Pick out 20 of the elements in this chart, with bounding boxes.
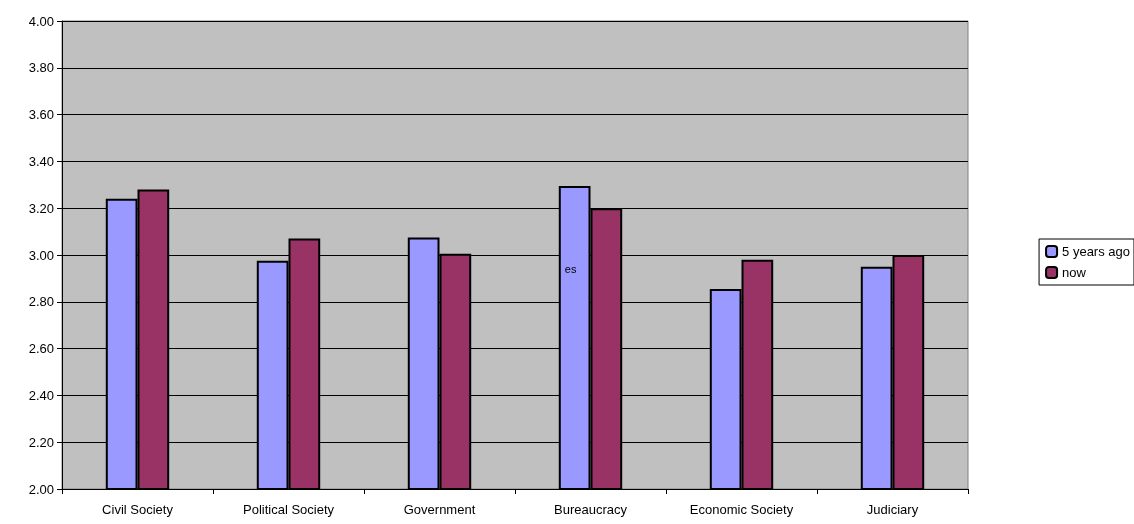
y-tick-label: 4.00 (28, 13, 54, 29)
annotation: es (564, 263, 577, 276)
y-tick-label: 3.40 (28, 153, 54, 169)
y-tick-label: 3.00 (28, 247, 54, 263)
legend-label: now (1062, 265, 1087, 280)
y-tick-label: 2.60 (28, 341, 54, 357)
x-tick-label: Judiciary (866, 502, 919, 517)
x-tick-label: Civil Society (102, 502, 174, 517)
x-tick-label: Government (403, 502, 476, 517)
y-tick-label: 2.80 (28, 294, 54, 310)
y-tick-label: 3.20 (28, 200, 54, 216)
x-tick-label: Economic Society (689, 502, 794, 517)
y-tick-label: 2.20 (28, 434, 54, 450)
y-tick-label: 2.40 (28, 387, 54, 403)
y-tick-label: 3.80 (28, 60, 54, 76)
y-tick-label: 3.60 (28, 107, 54, 123)
x-tick-label: Political Society (242, 502, 335, 517)
x-tick-label: Bureaucracy (554, 502, 628, 517)
y-tick-label: 2.00 (28, 481, 54, 497)
legend-label: 5 years ago (1062, 244, 1130, 259)
